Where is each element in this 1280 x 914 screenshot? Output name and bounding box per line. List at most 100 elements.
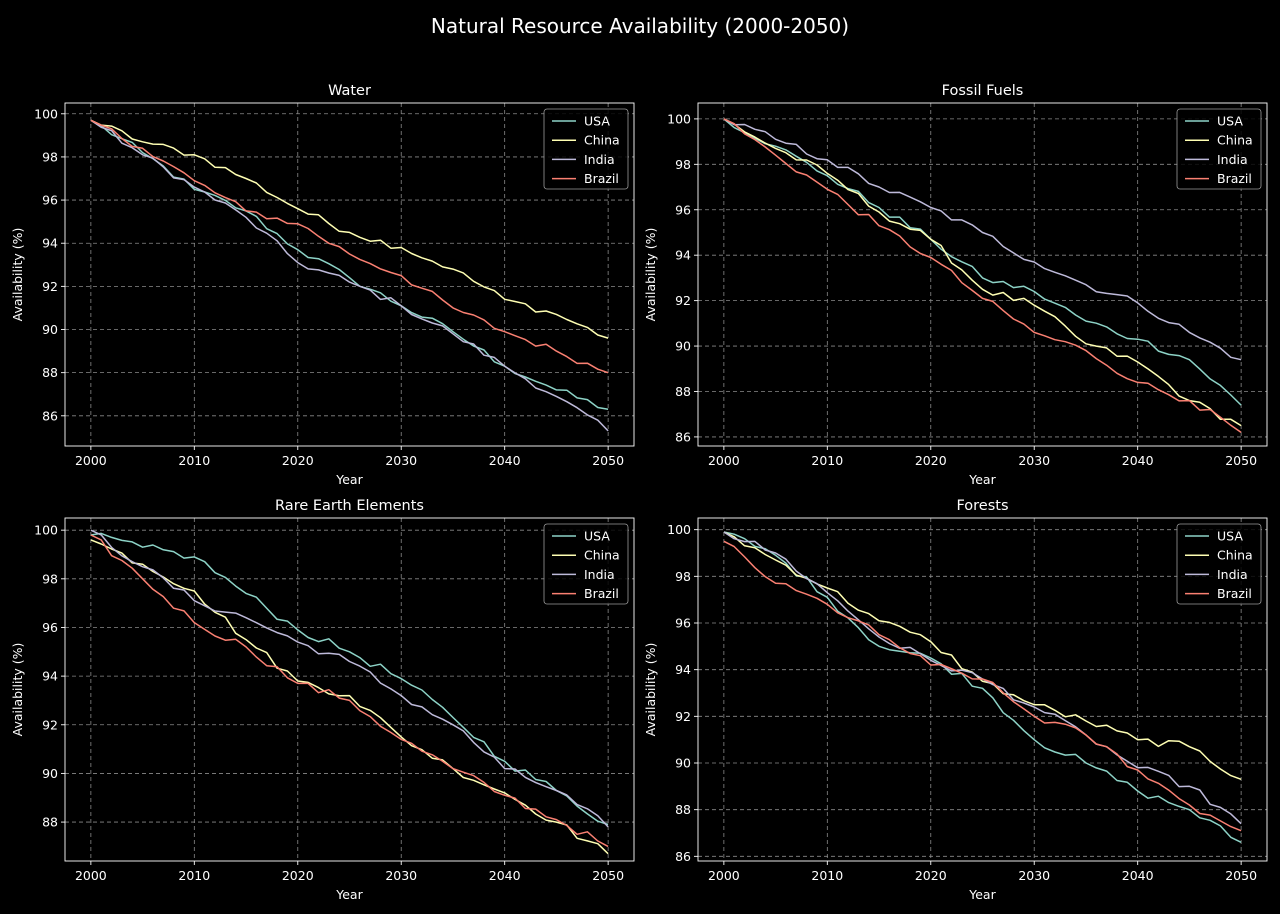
x-tick-label: 2010 <box>178 453 210 468</box>
y-tick-label: 86 <box>675 849 691 864</box>
x-axis-label: Year <box>335 472 363 487</box>
y-tick-label: 98 <box>42 571 58 586</box>
series-line-india <box>723 531 1242 825</box>
y-tick-label: 88 <box>42 365 58 380</box>
y-tick-label: 98 <box>675 157 691 172</box>
series-line-usa <box>723 118 1242 406</box>
legend-label-china: China <box>1217 133 1253 148</box>
series-line-india <box>723 118 1242 361</box>
x-tick-label: 2020 <box>282 453 314 468</box>
x-tick-label: 2040 <box>489 868 521 883</box>
y-tick-label: 96 <box>675 616 691 631</box>
y-tick-label: 92 <box>42 717 58 732</box>
legend-label-brazil: Brazil <box>1217 171 1252 186</box>
x-tick-label: 2050 <box>592 868 624 883</box>
legend-label-china: China <box>584 548 620 563</box>
axes-frame <box>64 517 635 862</box>
subplot-rare-earth-elements: 2000 2010 2020 2030 2040 2050 88 90 92 94 96 98 100 R… <box>10 498 635 902</box>
x-tick-label: 2030 <box>1018 868 1050 883</box>
series-line-brazil <box>90 534 609 848</box>
y-tick-label: 90 <box>675 756 691 771</box>
x-tick-label: 2000 <box>75 868 107 883</box>
legend-label-india: India <box>1217 567 1248 582</box>
y-tick-label: 90 <box>675 339 691 354</box>
legend-label-india: India <box>1217 152 1248 167</box>
legend-label-brazil: Brazil <box>584 586 619 601</box>
y-axis-label: Availability (%) <box>643 228 658 322</box>
legend-box <box>1176 523 1262 605</box>
series-line-usa <box>90 532 609 826</box>
y-tick-label: 96 <box>42 193 58 208</box>
x-tick-label: 2050 <box>592 453 624 468</box>
y-tick-label: 94 <box>42 669 58 684</box>
subplot-fossil-fuels: 2000 2010 2020 2030 2040 2050 86 88 90 92 94 96 98 10… <box>643 83 1268 487</box>
x-tick-label: 2020 <box>282 868 314 883</box>
x-tick-label: 2000 <box>75 453 107 468</box>
y-tick-label: 86 <box>675 429 691 444</box>
legend: USA China India Brazil <box>1176 108 1262 190</box>
legend-label-usa: USA <box>1217 529 1243 544</box>
x-tick-label: 2030 <box>385 453 417 468</box>
x-tick-label: 2040 <box>1122 868 1154 883</box>
legend-label-usa: USA <box>584 114 610 129</box>
series-line-brazil <box>90 119 609 374</box>
x-tick-label: 2050 <box>1225 868 1257 883</box>
y-tick-label: 88 <box>675 802 691 817</box>
y-axis-label: Availability (%) <box>643 643 658 737</box>
series-line-china <box>90 119 609 339</box>
x-tick-label: 2020 <box>915 453 947 468</box>
x-tick-label: 2040 <box>1122 453 1154 468</box>
subplot-title: Forests <box>956 498 1008 514</box>
x-axis-label: Year <box>335 887 363 902</box>
x-tick-label: 2030 <box>385 868 417 883</box>
series-line-usa <box>723 531 1242 843</box>
y-tick-label: 96 <box>42 620 58 635</box>
y-axis-label: Availability (%) <box>10 643 25 737</box>
legend-box <box>543 108 629 190</box>
x-tick-label: 2000 <box>708 868 740 883</box>
legend-label-brazil: Brazil <box>1217 586 1252 601</box>
y-tick-label: 94 <box>42 236 58 251</box>
legend: USA China India Brazil <box>543 108 629 190</box>
subplot-title: Rare Earth Elements <box>275 498 424 514</box>
y-tick-label: 90 <box>42 766 58 781</box>
series-line-china <box>90 539 609 855</box>
y-tick-label: 92 <box>42 279 58 294</box>
figure-title: Natural Resource Availability (2000-2050… <box>430 14 850 38</box>
y-tick-label: 92 <box>675 293 691 308</box>
series-line-brazil <box>723 118 1242 434</box>
y-tick-label: 100 <box>34 523 58 538</box>
subplot-title: Water <box>328 83 371 99</box>
series-line-brazil <box>723 540 1242 832</box>
series-line-china <box>723 118 1242 427</box>
x-tick-label: 2010 <box>811 453 843 468</box>
subplot-water: 2000 2010 2020 2030 2040 2050 86 88 90 92 94 96 98 10… <box>10 83 635 487</box>
legend-label-india: India <box>584 152 615 167</box>
y-tick-label: 86 <box>42 408 58 423</box>
axes-frame <box>64 102 635 447</box>
legend: USA China India Brazil <box>543 523 629 605</box>
x-tick-label: 2010 <box>811 868 843 883</box>
y-tick-label: 94 <box>675 662 691 677</box>
y-tick-label: 100 <box>34 106 58 121</box>
legend-label-usa: USA <box>584 529 610 544</box>
legend-label-usa: USA <box>1217 114 1243 129</box>
y-tick-label: 88 <box>675 384 691 399</box>
axes-frame <box>697 102 1268 447</box>
y-tick-label: 100 <box>667 111 691 126</box>
x-axis-label: Year <box>968 887 996 902</box>
y-tick-label: 98 <box>42 149 58 164</box>
y-tick-label: 92 <box>675 709 691 724</box>
y-tick-label: 100 <box>667 522 691 537</box>
axes-frame <box>697 517 1268 862</box>
legend: USA China India Brazil <box>1176 523 1262 605</box>
subplot-forests: 2000 2010 2020 2030 2040 2050 86 88 90 92 94 96 98 10… <box>643 498 1268 902</box>
x-tick-label: 2050 <box>1225 453 1257 468</box>
y-axis-label: Availability (%) <box>10 228 25 322</box>
legend-label-china: China <box>1217 548 1253 563</box>
series-line-india <box>90 529 609 828</box>
legend-box <box>1176 108 1262 190</box>
y-tick-label: 96 <box>675 202 691 217</box>
